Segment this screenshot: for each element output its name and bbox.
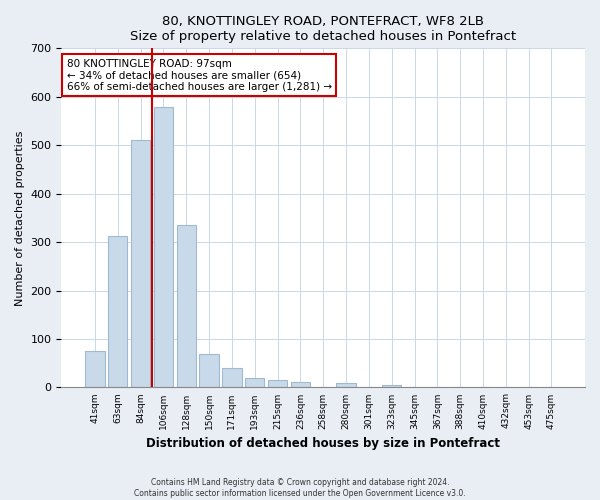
Title: 80, KNOTTINGLEY ROAD, PONTEFRACT, WF8 2LB
Size of property relative to detached : 80, KNOTTINGLEY ROAD, PONTEFRACT, WF8 2L…	[130, 15, 516, 43]
Bar	[245, 378, 265, 388]
Bar	[154, 108, 173, 388]
Bar	[290, 382, 310, 388]
Text: 80 KNOTTINGLEY ROAD: 97sqm
← 34% of detached houses are smaller (654)
66% of sem: 80 KNOTTINGLEY ROAD: 97sqm ← 34% of deta…	[67, 58, 332, 92]
Y-axis label: Number of detached properties: Number of detached properties	[15, 130, 25, 306]
Bar	[268, 380, 287, 388]
Bar	[199, 354, 219, 388]
Bar	[222, 368, 242, 388]
Bar	[85, 351, 104, 388]
Bar	[382, 384, 401, 388]
X-axis label: Distribution of detached houses by size in Pontefract: Distribution of detached houses by size …	[146, 437, 500, 450]
Bar	[337, 382, 356, 388]
Bar	[108, 236, 127, 388]
Bar	[176, 225, 196, 388]
Text: Contains HM Land Registry data © Crown copyright and database right 2024.
Contai: Contains HM Land Registry data © Crown c…	[134, 478, 466, 498]
Bar	[131, 140, 150, 388]
